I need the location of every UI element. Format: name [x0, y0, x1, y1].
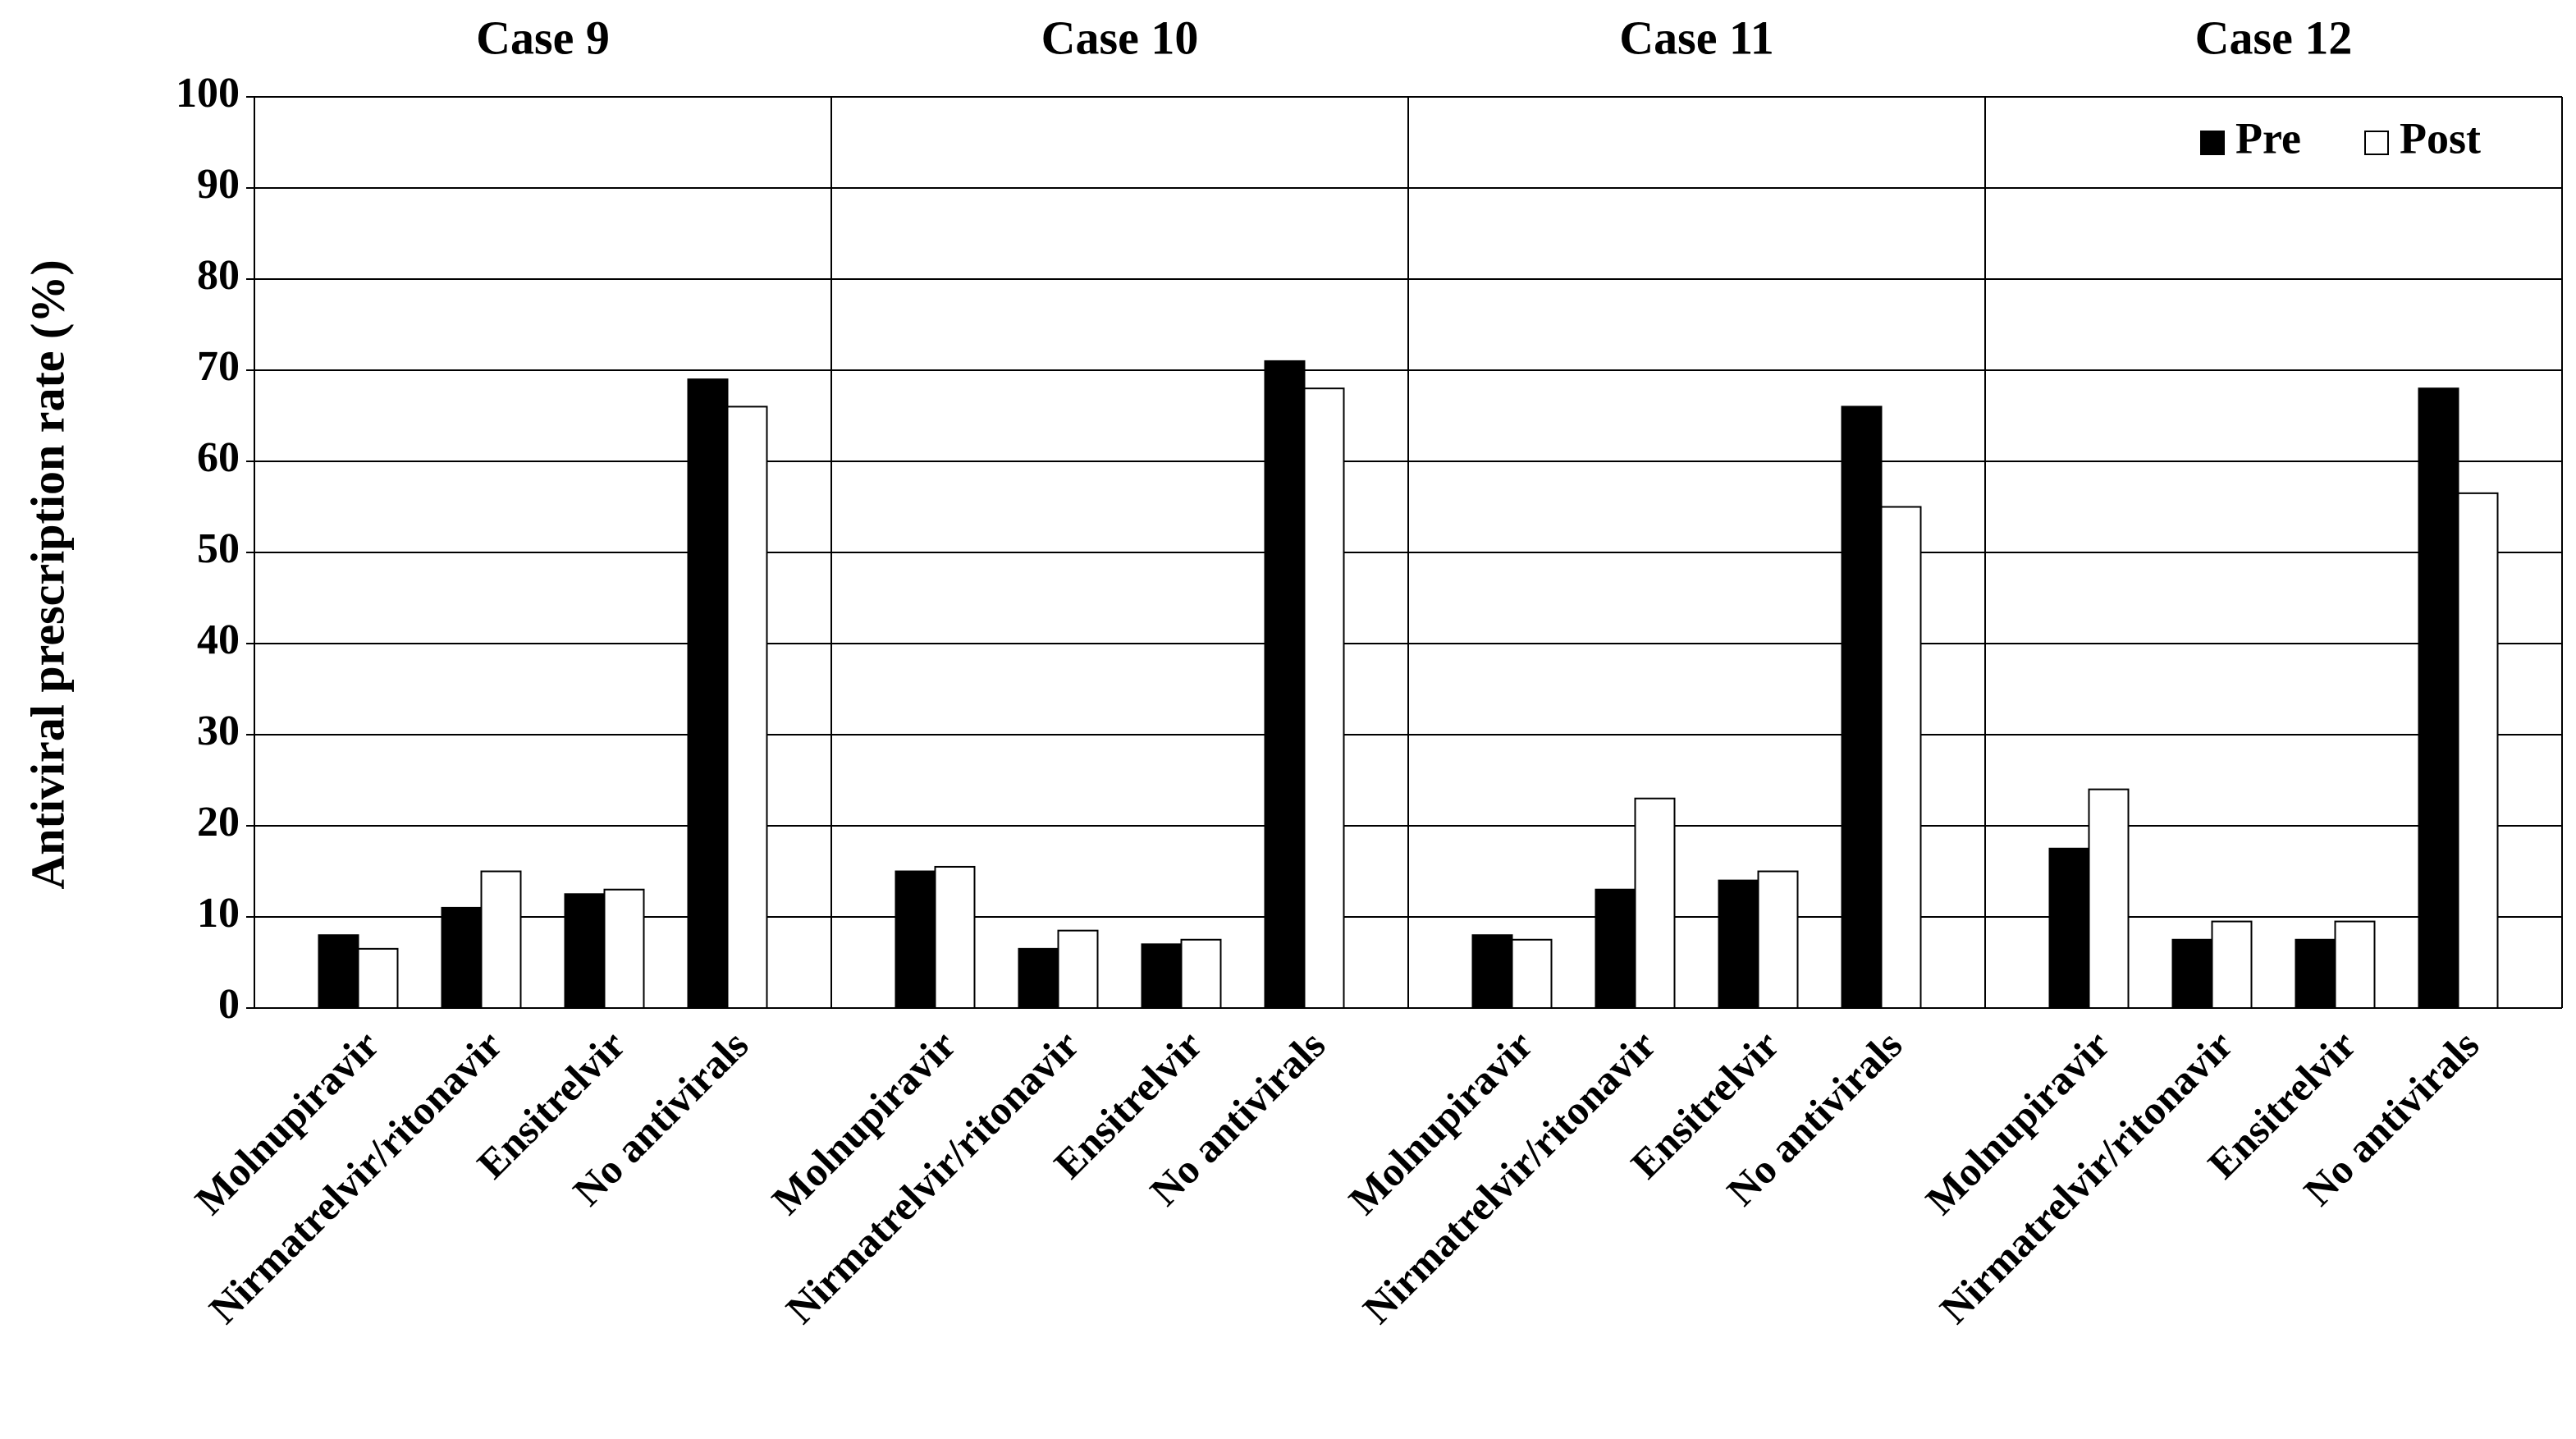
bar [934, 865, 976, 1009]
y-tick-label: 40 [197, 616, 240, 663]
bar [1841, 406, 1883, 1009]
bar [895, 870, 936, 1009]
bar [2088, 788, 2130, 1009]
bar [1018, 947, 1059, 1009]
bar [564, 893, 606, 1009]
bar [357, 947, 399, 1009]
bar [687, 378, 729, 1010]
panel-title: Case 12 [2195, 11, 2353, 64]
panel-title: Case 9 [476, 11, 610, 64]
bar [1880, 506, 1922, 1009]
bar [1595, 888, 1636, 1009]
bar [726, 406, 768, 1009]
bar [441, 906, 483, 1010]
y-tick-label: 50 [197, 525, 240, 572]
bar [2457, 492, 2499, 1009]
y-tick-label: 30 [197, 708, 240, 754]
y-tick-label: 100 [176, 70, 240, 117]
panel-title: Case 11 [1619, 11, 1774, 64]
bar [1180, 938, 1222, 1009]
bar [318, 934, 359, 1009]
bar [2211, 920, 2253, 1010]
bar [1303, 387, 1345, 1009]
bar [2334, 920, 2376, 1010]
y-tick-label: 60 [197, 434, 240, 481]
legend-swatch [2364, 131, 2389, 155]
bar [1757, 870, 1799, 1009]
bar [603, 888, 645, 1009]
panel-title: Case 10 [1041, 11, 1199, 64]
bar [1057, 929, 1099, 1010]
bar [1264, 360, 1306, 1009]
y-tick-label: 10 [197, 890, 240, 937]
bar [1718, 879, 1759, 1009]
bar [1471, 934, 1513, 1009]
y-tick-label: 0 [218, 981, 240, 1028]
bar [2048, 847, 2090, 1009]
y-tick-label: 80 [197, 252, 240, 299]
bar [1511, 938, 1553, 1009]
bar [2295, 938, 2336, 1009]
y-axis-label: Antiviral prescription rate (%) [21, 259, 74, 889]
y-tick-label: 70 [197, 343, 240, 390]
legend-label: Pre [2235, 113, 2301, 163]
bar [2418, 387, 2459, 1009]
bar [1634, 797, 1676, 1010]
legend-label: Post [2400, 113, 2481, 163]
y-tick-label: 90 [197, 161, 240, 208]
bar [480, 870, 522, 1009]
bar [1141, 943, 1183, 1010]
y-tick-label: 20 [197, 799, 240, 846]
legend-swatch [2200, 131, 2225, 155]
bar [2171, 938, 2213, 1009]
